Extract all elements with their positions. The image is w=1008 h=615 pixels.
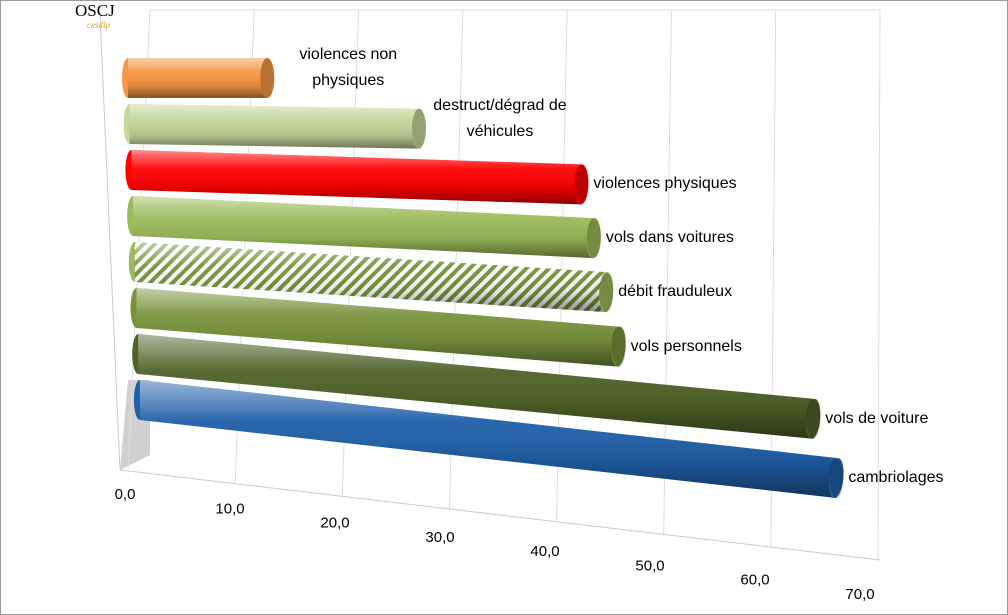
bar-end-cap <box>574 164 589 205</box>
category-label: violences non physiques <box>299 46 398 89</box>
bar-end-cap <box>260 58 275 98</box>
bar-end-cap-shade <box>586 218 601 259</box>
bar-shading <box>133 196 594 259</box>
bar-shading <box>129 104 419 149</box>
x-tick-label: 0,0 <box>115 486 136 503</box>
bar-end-cap-shade <box>611 326 626 367</box>
bar-shading <box>134 242 607 313</box>
category-label: débit frauduleux <box>618 283 733 301</box>
x-tick-label: 40,0 <box>530 543 559 560</box>
bar-end-cap-shade <box>411 108 426 149</box>
grid-line <box>877 9 881 561</box>
bar-shading <box>128 58 268 98</box>
bar-end-cap <box>411 108 426 149</box>
category-label: destruct/dégrad de véhicules <box>433 96 567 140</box>
x-tick-label: 50,0 <box>635 557 664 574</box>
category-label: vols de voiture <box>825 409 929 427</box>
bar-end-cap-shade <box>260 58 275 98</box>
logo: OSCJ <box>75 1 115 20</box>
x-tick-label: 60,0 <box>740 572 769 589</box>
bar-shading <box>131 150 582 205</box>
x-tick-label: 20,0 <box>320 515 349 532</box>
left-wall-edge <box>99 14 121 471</box>
bar-shading <box>138 334 814 439</box>
bar-end-cap-shade <box>599 272 614 313</box>
bar-end-cap <box>586 218 601 259</box>
bar-end-cap-shade <box>806 398 821 439</box>
category-label: vols dans voitures <box>605 229 734 247</box>
x-tick-label: 10,0 <box>215 500 244 517</box>
bar-end-cap-shade <box>829 458 844 498</box>
category-label: vols personnels <box>630 337 742 355</box>
category-label: cambriolages <box>848 469 944 486</box>
bar-end-cap <box>829 458 844 498</box>
bar-end-cap-shade <box>574 164 589 205</box>
logo-subtitle: cesdip <box>87 20 110 30</box>
floor-edge <box>119 469 881 561</box>
bar-shading <box>139 380 837 498</box>
bar-end-cap <box>611 326 626 367</box>
bar-end-cap <box>805 398 821 439</box>
bar-end-cap <box>599 272 614 313</box>
x-tick-label: 70,0 <box>845 586 874 603</box>
bar-shading <box>136 288 619 367</box>
x-tick-label: 30,0 <box>425 529 454 546</box>
category-label: violences physiques <box>593 175 737 193</box>
